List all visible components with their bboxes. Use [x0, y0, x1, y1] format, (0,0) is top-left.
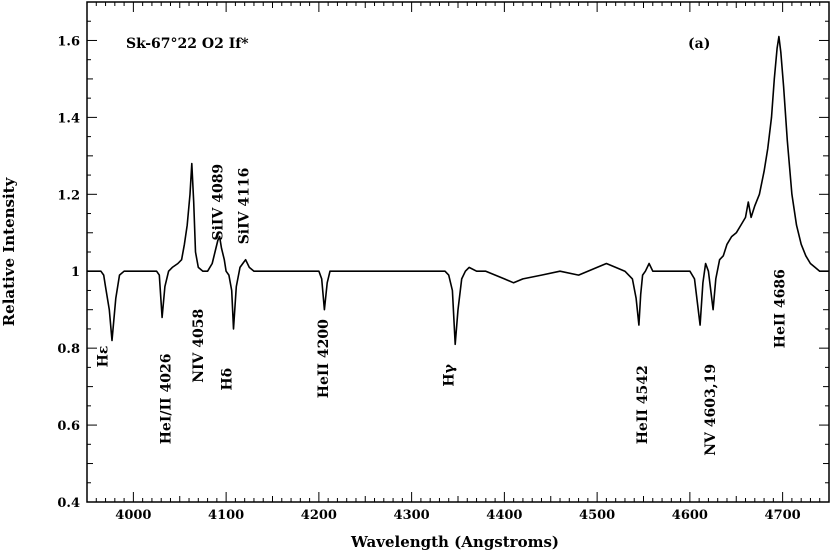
x-tick-label: 4000	[115, 508, 151, 523]
x-tick-label: 4400	[486, 508, 522, 523]
chart-title: Sk-67°22 O2 If*	[126, 36, 249, 52]
line-annotation: HeII 4686	[773, 269, 789, 348]
y-tick-label: 0.6	[57, 419, 80, 434]
line-annotation: Hδ	[220, 368, 236, 391]
y-tick-label: 0.8	[57, 342, 80, 357]
x-tick-label: 4200	[301, 508, 337, 523]
y-tick-label: 1.2	[57, 188, 80, 203]
panel-label: (a)	[688, 36, 710, 52]
line-annotations: Hε HeI/II 4026 NIV 4058 Hδ SiIV 4089 SiIV 411…	[95, 164, 788, 456]
line-annotation: HeI/II 4026	[159, 354, 175, 445]
line-annotation: Hγ	[441, 363, 457, 386]
line-annotation: HeII 4200	[316, 319, 332, 398]
x-tick-label: 4600	[672, 508, 708, 523]
line-annotation: SiIV 4089	[210, 164, 226, 241]
y-axis: 0.4 0.6 0.8 1 1.2 1.4 1.6	[57, 1, 829, 511]
line-annotation: HeII 4542	[635, 365, 651, 444]
y-tick-label: 1.4	[57, 111, 80, 126]
spectrum-series-line	[87, 35, 829, 346]
x-tick-label: 4700	[765, 508, 801, 523]
y-tick-label: 1	[71, 265, 80, 280]
y-tick-label: 1.6	[57, 34, 80, 49]
line-annotation: NV 4603,19	[703, 364, 719, 456]
x-axis: 4000 4100 4200 4300 4400 4500 4600 4700	[86, 2, 830, 523]
y-tick-label: 0.4	[57, 496, 80, 511]
line-annotation: SiIV 4116	[236, 168, 252, 245]
x-tick-label: 4300	[394, 508, 430, 523]
x-axis-title: Wavelength (Angstroms)	[350, 533, 559, 551]
line-annotation: Hε	[95, 346, 111, 368]
y-axis-title: Relative Intensity	[0, 176, 18, 326]
line-annotation: NIV 4058	[191, 309, 207, 383]
x-tick-label: 4100	[208, 508, 244, 523]
x-tick-label: 4500	[579, 508, 615, 523]
